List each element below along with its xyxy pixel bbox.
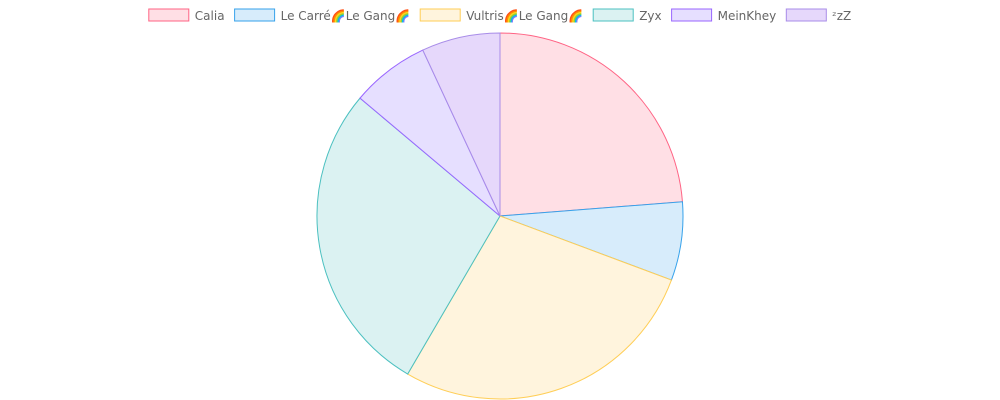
legend-label: Le Carré🌈Le Gang🌈 (281, 8, 411, 23)
legend-label: Calia (195, 9, 225, 23)
legend-item-5[interactable]: MeinKhey (671, 8, 777, 23)
legend-swatch (419, 8, 461, 22)
legend-swatch (234, 8, 276, 22)
legend-item-6[interactable]: ᶻzZ (785, 8, 851, 23)
legend-label: Zyx (639, 9, 661, 23)
pie-slice-4[interactable] (316, 97, 501, 375)
legend-swatch (148, 8, 190, 22)
legend-item-3[interactable]: Vultris🌈Le Gang🌈 (419, 8, 583, 23)
legend-item-2[interactable]: Le Carré🌈Le Gang🌈 (234, 8, 411, 23)
pie-slices (316, 32, 684, 400)
legend-label: ᶻzZ (832, 9, 851, 23)
pie-slice-6[interactable] (422, 32, 501, 217)
legend-swatch (785, 8, 827, 22)
legend-item-4[interactable]: Zyx (592, 8, 662, 23)
legend-swatch (671, 8, 713, 22)
legend-label: MeinKhey (718, 9, 777, 23)
legend-swatch (592, 8, 634, 22)
chart-legend[interactable]: Calia Le Carré🌈Le Gang🌈 Vultris🌈Le Gang🌈 Zy… (148, 8, 851, 23)
pie-slice-1[interactable] (499, 32, 683, 217)
legend-label: Vultris🌈Le Gang🌈 (466, 8, 583, 23)
legend-item-1[interactable]: Calia (148, 8, 225, 23)
